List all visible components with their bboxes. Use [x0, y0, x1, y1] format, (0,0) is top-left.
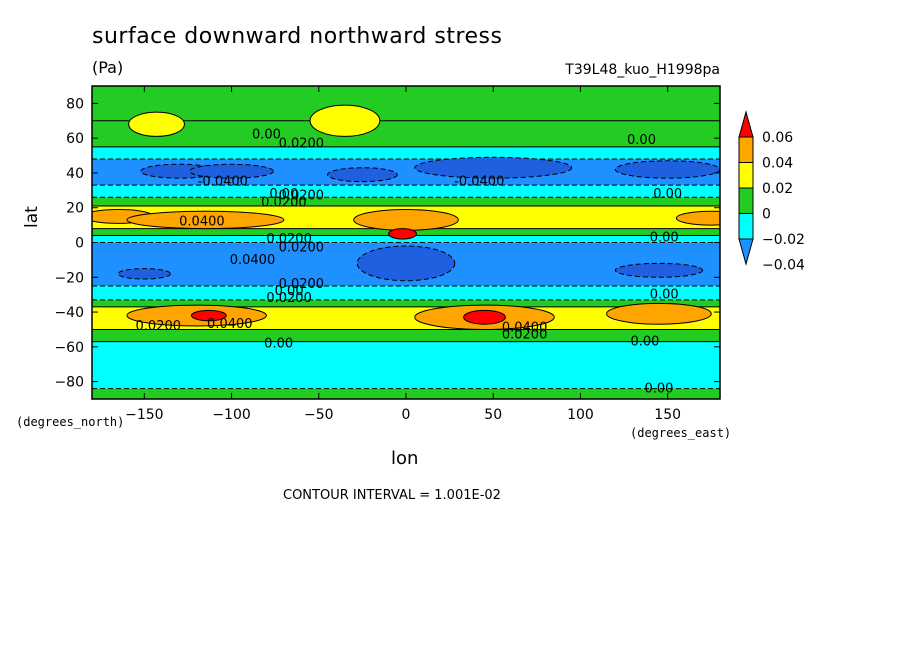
contour-band-2 — [92, 146, 720, 160]
colorbar-label-2: 0.02 — [762, 181, 793, 197]
colorbar-label-4: −0.02 — [762, 232, 805, 248]
contour-region-3 — [189, 163, 274, 179]
y-axis-units: (degrees_north) — [16, 415, 125, 429]
x-tick-label-6: 150 — [654, 407, 681, 423]
chart-units: (Pa) — [92, 58, 124, 77]
x-tick-label-5: 100 — [567, 407, 594, 423]
contour-band-13 — [92, 329, 720, 342]
contour-label-21: 0.00 — [650, 230, 679, 245]
contour-label-6: 0.0400 — [179, 215, 225, 230]
contour-label-8: 0.00 — [627, 133, 656, 148]
chart-title: surface downward northward stress — [92, 24, 503, 49]
x-tick-label-1: −100 — [212, 407, 250, 423]
colorbar-box-4 — [738, 213, 754, 240]
x-tick-label-3: 0 — [402, 407, 411, 423]
y-tick-label-0: 80 — [66, 96, 84, 112]
colorbar-box-2 — [738, 162, 754, 189]
contour-region-4 — [414, 156, 573, 179]
contour-region-11 — [388, 228, 417, 240]
contour-label-16: 0.0200 — [136, 319, 182, 334]
contour-band-1 — [92, 120, 720, 147]
y-tick-label-4: 0 — [75, 236, 84, 252]
contour-label-9: 0.00 — [653, 187, 682, 202]
y-tick-label-2: 40 — [66, 166, 84, 182]
colorbar-label-5: −0.04 — [762, 258, 805, 274]
contour-region-18 — [190, 309, 227, 322]
y-tick-label-7: −60 — [54, 340, 84, 356]
contour-label-2: -0.0400 — [198, 175, 248, 190]
colorbar-bottom-arrow — [738, 238, 754, 266]
contour-label-4: 0.0200 — [279, 189, 325, 204]
contour-label-0: 0.00 — [252, 128, 281, 143]
contour-region-17 — [606, 302, 712, 325]
colorbar-label-1: 0.04 — [762, 156, 793, 172]
contour-label-20: 0.0200 — [502, 328, 548, 343]
x-axis-units: (degrees_east) — [630, 426, 732, 440]
y-tick-label-8: −80 — [54, 375, 84, 391]
experiment-name: T39L48_kuo_H1998pa — [565, 62, 720, 78]
y-tick-label-1: 60 — [66, 131, 84, 147]
colorbar-box-3 — [738, 187, 754, 214]
contour-label-18: 0.00 — [264, 336, 293, 351]
contour-label-17: 0.0400 — [207, 317, 253, 332]
contour-region-13 — [356, 245, 456, 282]
contour-labels-layer: 0.000.0200-0.04000.000.02000.02000.0400-… — [136, 128, 683, 397]
contour-label-13: 0.0200 — [279, 277, 325, 292]
contour-label-3: 0.00 — [269, 187, 298, 202]
y-tick-label-5: −20 — [54, 270, 84, 286]
contour-band-5 — [92, 197, 720, 206]
contour-label-19: 0.0400 — [502, 321, 548, 336]
contour-region-8 — [126, 210, 285, 230]
contour-label-15: 0.0200 — [266, 291, 312, 306]
colorbar-label-0: 0.06 — [762, 130, 793, 146]
contour-region-14 — [614, 262, 704, 278]
contour-region-1 — [309, 104, 381, 137]
contour-label-24: 0.00 — [644, 382, 673, 397]
contour-region-10 — [675, 210, 720, 226]
x-tick-label-0: −150 — [125, 407, 163, 423]
contour-label-1: 0.0200 — [279, 136, 325, 151]
contour-label-12: 0.0400 — [230, 253, 276, 268]
contour-band-11 — [92, 299, 720, 307]
colorbar-box-1 — [738, 136, 754, 163]
x-axis-label: lon — [391, 448, 419, 469]
y-tick-label-3: 20 — [66, 201, 84, 217]
contour-region-9 — [353, 208, 459, 231]
contour-label-5: 0.0200 — [261, 196, 307, 211]
contour-band-14 — [92, 341, 720, 389]
contour-label-14: 0.00 — [275, 284, 304, 299]
contour-region-5 — [614, 160, 720, 179]
contour-label-11: 0.0200 — [279, 241, 325, 256]
axes-layer: −150 −100 −50 0 50 100 150 80 60 40 20 0 −20 −40 −60 −8… — [54, 86, 720, 423]
contour-band-10 — [92, 285, 720, 300]
contour-label-22: 0.00 — [650, 288, 679, 303]
contour-interval-note: CONTOUR INTERVAL = 1.001E-02 — [283, 488, 501, 503]
contour-label-23: 0.00 — [631, 335, 660, 350]
contour-fill-layer — [92, 86, 720, 399]
colorbar-top-arrow — [738, 110, 754, 138]
colorbar: 0.06 0.04 0.02 0 −0.02 −0.04 — [738, 110, 805, 274]
y-tick-label-6: −40 — [54, 305, 84, 321]
colorbar-label-3: 0 — [762, 207, 771, 223]
contour-label-10: 0.0200 — [266, 232, 312, 247]
x-tick-label-4: 50 — [484, 407, 502, 423]
contour-region-12 — [117, 268, 171, 280]
contour-region-0 — [128, 111, 185, 137]
x-tick-label-2: −50 — [304, 407, 334, 423]
contour-band-4 — [92, 185, 720, 198]
contour-label-7: -0.0400 — [454, 175, 504, 190]
contour-region-19 — [463, 309, 506, 325]
contour-region-6 — [327, 167, 398, 183]
